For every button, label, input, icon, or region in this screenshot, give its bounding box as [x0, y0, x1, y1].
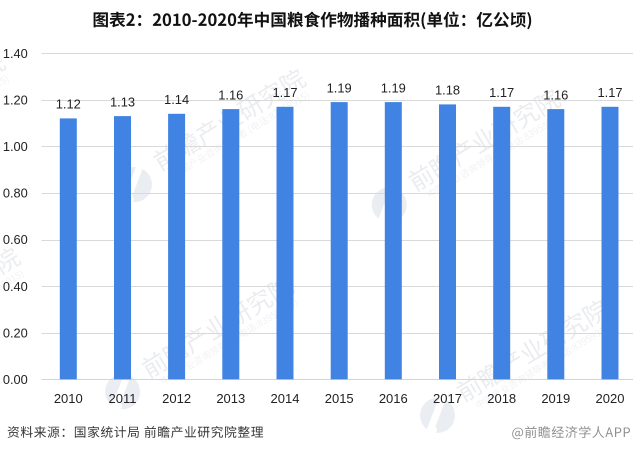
svg-text:1.14: 1.14	[164, 92, 189, 107]
svg-text:0.40: 0.40	[3, 279, 28, 294]
svg-text:2013: 2013	[216, 391, 245, 406]
svg-text:2012: 2012	[162, 391, 191, 406]
svg-text:1.17: 1.17	[489, 85, 514, 100]
svg-text:2018: 2018	[487, 391, 516, 406]
svg-text:0.00: 0.00	[3, 372, 28, 387]
svg-text:1.16: 1.16	[218, 87, 243, 102]
svg-text:2014: 2014	[271, 391, 300, 406]
svg-text:2019: 2019	[541, 391, 570, 406]
svg-text:1.40: 1.40	[3, 46, 28, 61]
svg-text:2011: 2011	[109, 391, 137, 406]
svg-text:1.17: 1.17	[597, 85, 622, 100]
svg-text:2016: 2016	[379, 391, 408, 406]
svg-text:1.13: 1.13	[110, 94, 135, 109]
svg-text:1.16: 1.16	[543, 87, 568, 102]
svg-text:0.60: 0.60	[3, 232, 28, 247]
svg-text:1.17: 1.17	[272, 85, 297, 100]
svg-text:1.00: 1.00	[3, 139, 28, 154]
svg-text:1.19: 1.19	[381, 80, 406, 95]
svg-text:1.12: 1.12	[56, 97, 81, 112]
svg-text:2015: 2015	[325, 391, 354, 406]
svg-text:2010: 2010	[54, 391, 83, 406]
svg-text:0.80: 0.80	[3, 186, 28, 201]
svg-text:2017: 2017	[433, 391, 462, 406]
svg-text:1.20: 1.20	[3, 92, 28, 107]
svg-text:1.18: 1.18	[435, 83, 460, 98]
svg-text:1.19: 1.19	[327, 80, 352, 95]
svg-text:0.20: 0.20	[3, 325, 28, 340]
svg-text:2020: 2020	[596, 391, 625, 406]
